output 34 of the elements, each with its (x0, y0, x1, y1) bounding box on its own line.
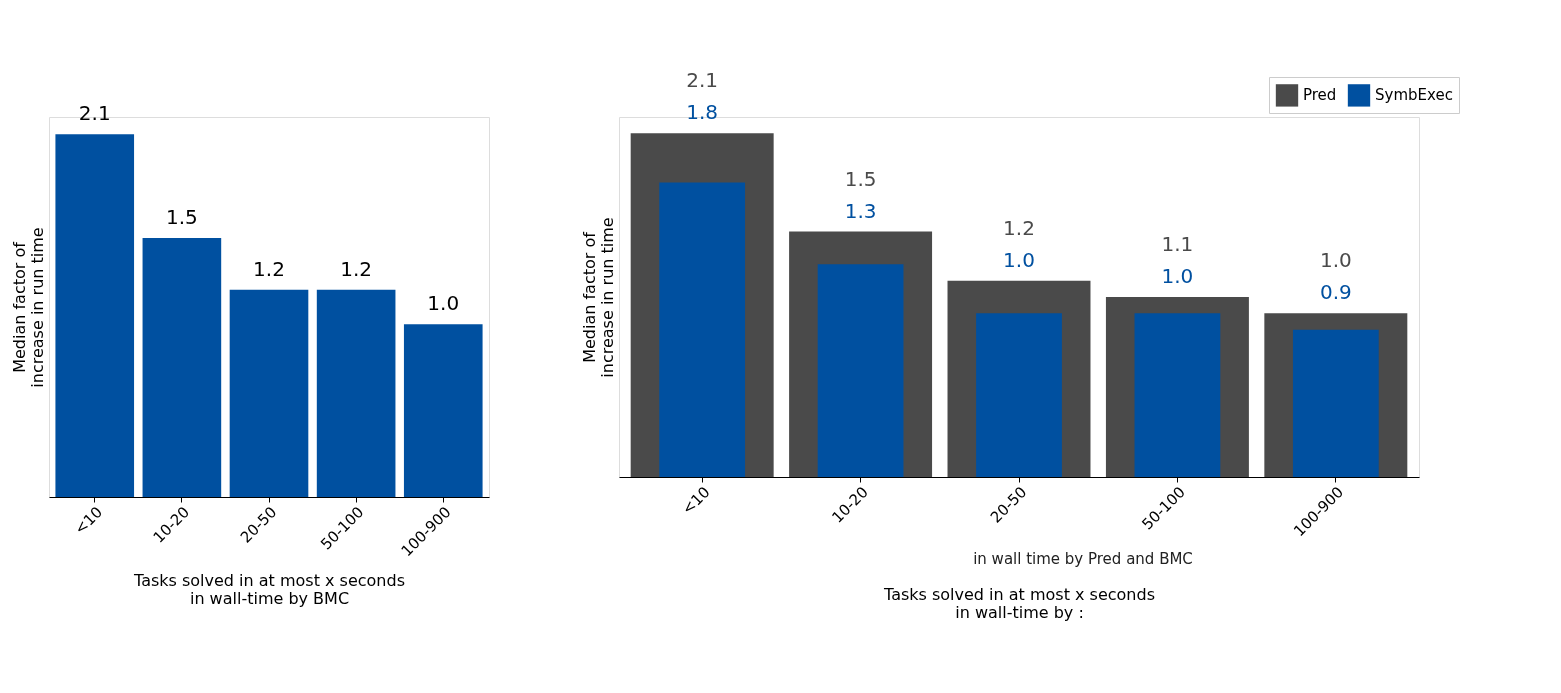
data-label: 1.3 (844, 198, 877, 223)
y-axis-title: Median factor of increase in run time (579, 217, 617, 378)
data-label: 1.8 (686, 100, 719, 125)
data-label: 1.0 (1161, 264, 1194, 288)
bar (316, 289, 396, 497)
data-label: 1.1 (1161, 232, 1194, 256)
bar (1134, 313, 1221, 477)
data-label: 2.1 (686, 68, 719, 93)
bar (142, 237, 222, 497)
data-label: 1.0 (1319, 248, 1352, 273)
data-label: 1.2 (253, 256, 285, 281)
x-axis-title: Tasks solved in at most x seconds in wall-time by BMC (133, 571, 405, 609)
data-label: 1.5 (844, 166, 877, 191)
bar (659, 182, 746, 477)
data-label: 1.2 (1003, 215, 1035, 240)
legend-label: SymbExec (1375, 86, 1453, 105)
bar (55, 134, 135, 497)
bar (403, 324, 483, 497)
text: in wall time by Pred and BMC (973, 550, 1193, 568)
bar (976, 313, 1062, 477)
x-axis-title: Tasks solved in at most x seconds in wall-time by : (883, 585, 1155, 623)
data-label: 0.9 (1319, 280, 1352, 305)
x-tick-label: <10 (678, 483, 714, 519)
data-label: 2.1 (78, 101, 111, 126)
bar (817, 264, 904, 477)
x-tick-label: <10 (70, 503, 107, 539)
data-label: 1.0 (427, 291, 460, 316)
bar (229, 289, 309, 497)
data-label: 1.2 (340, 256, 373, 281)
bar (1292, 329, 1379, 477)
y-axis-title: Median factor of increase in run time (9, 227, 47, 388)
data-label: 1.5 (165, 204, 198, 229)
legend-label: Pred (1303, 86, 1337, 105)
data-label: 1.0 (1003, 247, 1035, 272)
